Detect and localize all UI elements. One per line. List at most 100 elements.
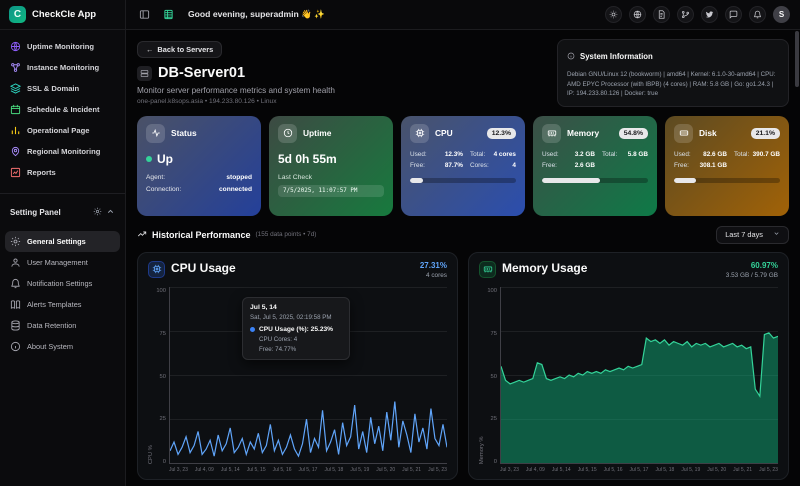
axis-tick: Jul 5, 20	[707, 467, 727, 473]
status-card: Status Up Agent: stopped Connection: conne…	[137, 115, 261, 216]
theme-toggle-icon[interactable]	[605, 6, 622, 23]
github-icon[interactable]	[677, 6, 694, 23]
memory-usage-badge: 54.8%	[618, 127, 648, 139]
sidebar-item-label: Data Retention	[27, 321, 77, 330]
sidebar-item-about-system[interactable]: About System	[5, 336, 120, 357]
nodes-icon	[10, 62, 21, 73]
sidebar-item-operational-page[interactable]: Operational Page	[5, 120, 120, 141]
sidebar-item-label: Regional Monitoring	[27, 147, 101, 156]
cpu-usage-badge: 12.3%	[486, 127, 516, 139]
bell-icon	[10, 278, 21, 289]
sidebar-toggle-icon[interactable]	[136, 7, 152, 23]
page-title: DB-Server01	[158, 65, 246, 81]
book-icon	[10, 299, 21, 310]
back-to-servers-button[interactable]: ← Back to Servers	[137, 41, 223, 58]
sidebar-item-ssl-domain[interactable]: SSL & Domain	[5, 78, 120, 99]
axis-tick: Jul 5, 14	[220, 467, 240, 473]
sidebar-item-notification-settings[interactable]: Notification Settings	[5, 273, 120, 294]
last-check-timestamp: 7/5/2025, 11:07:57 PM	[278, 184, 384, 197]
language-icon[interactable]	[629, 6, 646, 23]
cpu-plot-area[interactable]: Jul 5, 14 Sat, Jul 5, 2025, 02:19:58 PM …	[169, 286, 447, 464]
uptime-card: Uptime 5d 0h 55m Last Check 7/5/2025, 11…	[269, 115, 393, 216]
system-info-text: Debian GNU/Linux 12 (bookworm) | amd64 |…	[567, 71, 776, 98]
stat-cards-row: Status Up Agent: stopped Connection: conne…	[137, 115, 789, 216]
content-area: Good evening, superadmin 👋 ✨	[126, 0, 800, 486]
cpu-current-sub: 4 cores	[426, 271, 447, 279]
top-bar: Good evening, superadmin 👋 ✨	[126, 0, 800, 30]
sidebar-divider	[0, 193, 125, 194]
calendar-icon	[10, 104, 21, 115]
axis-tick: 75	[159, 330, 166, 337]
settings-panel-label: Setting Panel	[10, 207, 61, 217]
system-information-card: System Information Debian GNU/Linux 12 (…	[557, 39, 789, 107]
status-grid-icon[interactable]	[160, 7, 176, 23]
scrollbar-thumb[interactable]	[795, 31, 799, 87]
axis-tick: 50	[159, 373, 166, 380]
sidebar-item-uptime-monitoring[interactable]: Uptime Monitoring	[5, 36, 120, 57]
sidebar-item-label: Instance Monitoring	[27, 63, 100, 72]
app-logo[interactable]: C CheckCle App	[0, 0, 125, 30]
sidebar-item-label: Uptime Monitoring	[27, 42, 95, 51]
sidebar-item-regional-monitoring[interactable]: Regional Monitoring	[5, 141, 120, 162]
axis-tick: Jul 5, 19	[681, 467, 701, 473]
historical-performance-header: Historical Performance (155 data points …	[137, 225, 789, 244]
axis-tick: 0	[162, 459, 166, 466]
sidebar-item-data-retention[interactable]: Data Retention	[5, 315, 120, 336]
axis-tick: Jul 5, 18	[324, 467, 344, 473]
sidebar-item-instance-monitoring[interactable]: Instance Monitoring	[5, 57, 120, 78]
cpu-card: CPU 12.3% Used: 12.3% Total: 4 cores Free:…	[401, 115, 525, 216]
memory-usage-chart-card: Memory Usage 60.97% 3.53 GB / 5.79 GB Me…	[468, 251, 789, 480]
globe-icon	[10, 41, 21, 52]
chevron-up-icon	[106, 203, 115, 221]
axis-tick: Jul 3, 23	[500, 467, 519, 473]
cpu-icon	[410, 123, 429, 143]
axis-tick: Jul 4, 09	[525, 467, 545, 473]
memory-icon	[479, 260, 496, 278]
axis-tick: 25	[159, 416, 166, 423]
sidebar-item-schedule-incident[interactable]: Schedule & Incident	[5, 99, 120, 120]
status-value: Up	[146, 152, 252, 166]
main-nav: Uptime Monitoring Instance Monitoring SS…	[0, 30, 125, 187]
axis-tick: Jul 5, 23	[759, 467, 778, 473]
memory-x-axis-ticks: Jul 3, 23 Jul 4, 09 Jul 5, 14 Jul 5, 15 Jul …	[479, 464, 778, 473]
sidebar-item-label: Alerts Templates	[27, 300, 82, 309]
disk-icon	[674, 123, 693, 143]
series-dot	[250, 327, 256, 333]
docs-icon[interactable]	[653, 6, 670, 23]
cpu-current-pct: 27.31%	[419, 260, 447, 270]
arrow-left-icon: ←	[146, 45, 154, 54]
cpu-usage-chart-card: CPU Usage 27.31% 4 cores CPU % 100 75 50 25…	[137, 251, 458, 480]
user-avatar[interactable]: S	[773, 6, 790, 23]
sidebar-item-label: Schedule & Incident	[27, 105, 100, 114]
window-scrollbar[interactable]	[795, 31, 799, 483]
axis-tick: Jul 5, 16	[603, 467, 623, 473]
memory-progress-bar	[542, 177, 648, 183]
memory-plot-area[interactable]	[500, 286, 778, 464]
time-range-select[interactable]: Last 7 days	[716, 225, 789, 244]
report-chart-icon	[10, 167, 21, 178]
axis-tick: Jul 5, 15	[246, 467, 266, 473]
axis-tick: Jul 5, 17	[629, 467, 649, 473]
logo-letter: C	[13, 9, 22, 20]
settings-nav: General Settings User Management Notific…	[0, 225, 125, 361]
app-logo-icon: C	[9, 6, 26, 23]
cpu-line-series	[170, 287, 447, 463]
chat-icon[interactable]	[725, 6, 742, 23]
sidebar-item-label: General Settings	[27, 237, 86, 246]
bell-icon[interactable]	[749, 6, 766, 23]
app-title: CheckCle App	[32, 9, 97, 20]
twitter-icon[interactable]	[701, 6, 718, 23]
clock-icon	[278, 123, 297, 143]
uptime-value: 5d 0h 55m	[278, 151, 337, 166]
axis-tick: Jul 5, 23	[428, 467, 447, 473]
sidebar-item-general-settings[interactable]: General Settings	[5, 231, 120, 252]
system-info-title: System Information	[580, 51, 653, 61]
sidebar-item-alerts-templates[interactable]: Alerts Templates	[5, 294, 120, 315]
sidebar-item-reports[interactable]: Reports	[5, 162, 120, 183]
axis-tick: Jul 5, 21	[733, 467, 753, 473]
data-points-meta: (155 data points • 7d)	[255, 231, 317, 239]
settings-panel-header[interactable]: Setting Panel	[0, 194, 125, 225]
axis-tick: Jul 3, 23	[169, 467, 188, 473]
trending-up-icon	[137, 226, 147, 244]
sidebar-item-user-management[interactable]: User Management	[5, 252, 120, 273]
